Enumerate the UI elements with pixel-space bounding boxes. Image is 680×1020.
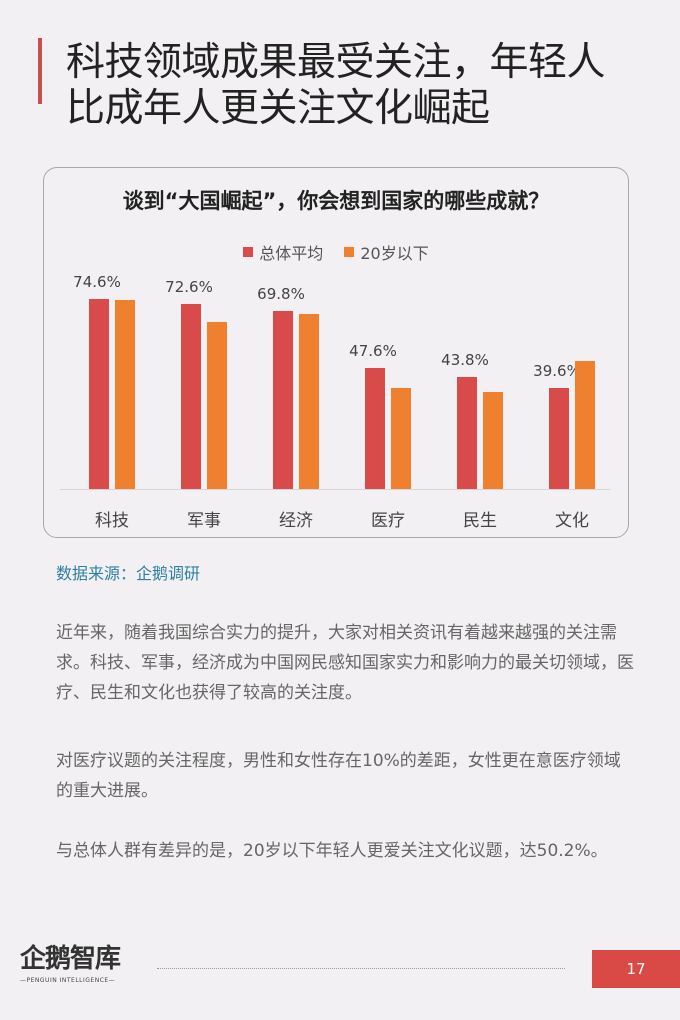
bar-value-label: 69.8% (257, 285, 305, 304)
bar-under-20-0 (115, 300, 135, 489)
legend-item-overall: 总体平均 (243, 240, 323, 264)
page-title-line-1: 科技领域成果最受关注，年轻人 (66, 40, 606, 85)
data-source: 数据来源：企鹅调研 (56, 564, 201, 583)
bar-value-label: 72.6% (165, 278, 213, 297)
logo-subtitle: —PENGUIN INTELLIGENCE— (20, 977, 116, 984)
category-label: 民生 (463, 511, 497, 531)
page-number-badge: 17 (592, 950, 680, 988)
penguin-intelligence-logo: 企鹅智库 —PENGUIN INTELLIGENCE— (20, 944, 130, 984)
bar-overall-5 (549, 388, 569, 489)
page-number: 17 (626, 960, 646, 978)
category-label: 军事 (187, 511, 221, 531)
bar-value-label: 39.6% (533, 362, 581, 381)
category-label: 科技 (95, 511, 129, 531)
title-accent-bar (38, 38, 42, 104)
bar-under-20-1 (207, 321, 227, 489)
paragraph-3: 与总体人群有差异的是，20岁以下年轻人更爱关注文化议题，达50.2%。 (56, 841, 608, 861)
page-title: 科技领域成果最受关注，年轻人 比成年人更关注文化崛起 (66, 40, 606, 132)
bar-under-20-5 (575, 361, 595, 489)
bar-overall-0 (89, 298, 109, 489)
category-label: 医疗 (371, 511, 405, 531)
legend-swatch-under-20 (344, 247, 355, 257)
bar-value-label: 43.8% (441, 351, 489, 370)
bar-value-label: 74.6% (73, 272, 121, 291)
bar-under-20-4 (483, 391, 503, 489)
chart-card: 谈到“大国崛起”，你会想到国家的哪些成就？ 总体平均 20岁以下 74.6% 科技… (43, 167, 629, 538)
category-label: 文化 (555, 511, 589, 531)
logo-wordmark: 企鹅智库 (20, 944, 121, 974)
footer-divider (157, 968, 565, 969)
paragraph-1: 近年来，随着我国综合实力的提升，大家对相关资讯有着越来越强的关注需求。科技、军事… (56, 623, 634, 703)
bar-overall-1 (181, 304, 201, 489)
legend-label-under-20: 20岁以下 (360, 244, 429, 263)
legend-item-under-20: 20岁以下 (344, 240, 429, 264)
legend-label-overall: 总体平均 (259, 244, 324, 263)
bar-overall-2 (273, 311, 293, 489)
bar-under-20-2 (299, 314, 319, 489)
bar-overall-4 (457, 377, 477, 489)
bar-plot-area: 74.6% 科技 72.6% 军事 69.8% 经济 47.6% 医疗 43.8% 民生 39.6%… (44, 168, 630, 539)
x-axis-baseline (60, 489, 610, 490)
chart-legend: 总体平均 20岁以下 (44, 240, 628, 264)
chart-title: 谈到“大国崛起”，你会想到国家的哪些成就？ (122, 189, 550, 213)
category-label: 经济 (279, 511, 313, 531)
bar-overall-3 (365, 367, 385, 489)
legend-swatch-overall (243, 247, 254, 257)
page-title-line-2: 比成年人更关注文化崛起 (66, 86, 490, 131)
bar-value-label: 47.6% (349, 341, 397, 360)
bar-under-20-3 (391, 387, 411, 489)
paragraph-2: 对医疗议题的关注程度，男性和女性存在10%的差距，女性更在意医疗领域的重大进展。 (56, 751, 621, 801)
